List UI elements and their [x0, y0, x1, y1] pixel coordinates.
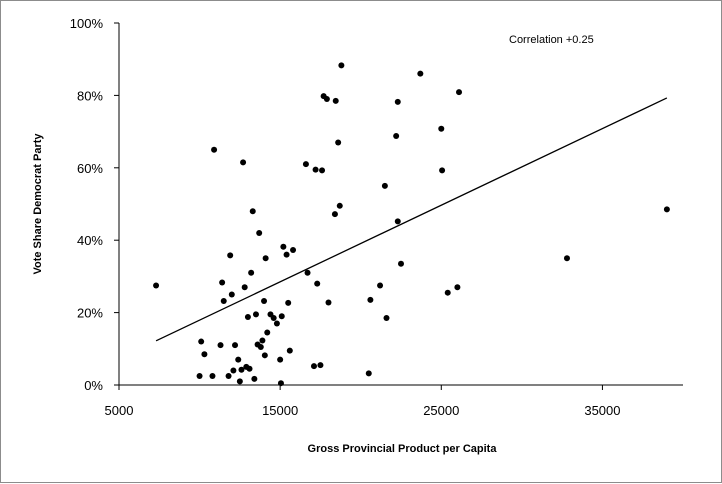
data-point	[211, 146, 218, 153]
axes	[118, 23, 683, 386]
data-point	[217, 342, 224, 349]
data-point	[153, 282, 160, 289]
data-point	[280, 243, 287, 250]
data-point	[319, 167, 326, 174]
y-axis-title: Vote Share Democrat Party	[32, 133, 44, 275]
data-point	[393, 132, 400, 139]
data-point	[270, 315, 277, 322]
data-point	[240, 159, 247, 166]
data-point	[417, 70, 424, 77]
data-point	[290, 246, 297, 253]
data-point	[367, 296, 374, 303]
data-point	[198, 338, 205, 345]
data-point	[336, 202, 343, 209]
data-point	[439, 167, 446, 174]
x-tick-label: 35000	[584, 403, 620, 418]
data-point	[232, 342, 239, 349]
y-tick-label: 0%	[84, 378, 103, 393]
data-point	[227, 252, 234, 259]
data-point	[381, 182, 388, 189]
data-point	[201, 351, 208, 358]
data-point	[252, 311, 259, 318]
trendline	[155, 97, 668, 342]
data-point	[241, 284, 248, 291]
data-point	[310, 363, 317, 370]
data-point	[277, 356, 284, 363]
data-point	[249, 208, 256, 215]
data-point	[273, 320, 280, 327]
data-point	[257, 343, 264, 350]
data-point	[219, 279, 226, 286]
data-point	[663, 206, 670, 213]
data-point	[335, 139, 342, 146]
data-point	[302, 161, 309, 168]
data-point	[209, 372, 216, 379]
data-point	[444, 289, 451, 296]
data-point	[394, 218, 401, 225]
data-point	[394, 98, 401, 105]
data-point	[236, 378, 243, 385]
data-point	[261, 298, 268, 305]
data-point	[285, 299, 292, 306]
data-point	[261, 352, 268, 359]
y-tick-label: 100%	[70, 16, 104, 31]
data-point	[283, 251, 290, 258]
data-point	[325, 299, 332, 306]
ticks: 0% 20% 40% 60% 80% 100% 5000 15000 25000 35000	[70, 16, 621, 418]
data-point	[259, 337, 266, 344]
data-points	[153, 62, 670, 387]
x-tick-label: 5000	[105, 403, 134, 418]
y-tick-label: 60%	[77, 161, 103, 176]
data-point	[323, 96, 330, 103]
data-point	[377, 282, 384, 289]
data-point	[196, 372, 203, 379]
data-point	[438, 125, 445, 132]
data-point	[262, 255, 269, 262]
data-point	[563, 255, 570, 262]
data-point	[251, 375, 258, 382]
data-point	[398, 260, 404, 267]
y-tick-label: 80%	[77, 88, 103, 103]
data-point	[286, 347, 293, 354]
data-point	[248, 269, 255, 276]
x-tick-label: 15000	[262, 403, 298, 418]
data-point	[338, 62, 345, 69]
data-point	[317, 362, 324, 369]
y-tick-label: 20%	[77, 306, 103, 321]
data-point	[331, 211, 338, 218]
data-point	[314, 280, 321, 287]
data-point	[454, 284, 461, 291]
data-point	[277, 380, 284, 387]
x-tick-label: 25000	[423, 403, 459, 418]
data-point	[312, 166, 319, 173]
data-point	[246, 365, 253, 372]
data-point	[230, 367, 237, 374]
correlation-annotation: Correlation +0.25	[509, 34, 594, 46]
data-point	[264, 329, 271, 336]
data-point	[256, 229, 263, 236]
data-point	[456, 89, 463, 96]
data-point	[244, 313, 251, 320]
data-point	[220, 298, 227, 305]
y-tick-label: 40%	[77, 233, 103, 248]
data-point	[304, 269, 311, 276]
data-point	[228, 291, 235, 298]
data-point	[383, 315, 390, 322]
data-point	[238, 366, 245, 373]
data-point	[235, 356, 242, 363]
data-point	[332, 97, 339, 104]
data-point	[365, 370, 372, 377]
trendline-group	[155, 97, 668, 342]
data-point	[278, 313, 285, 320]
x-axis-title: Gross Provincial Product per Capita	[308, 443, 498, 455]
data-point	[225, 372, 232, 379]
